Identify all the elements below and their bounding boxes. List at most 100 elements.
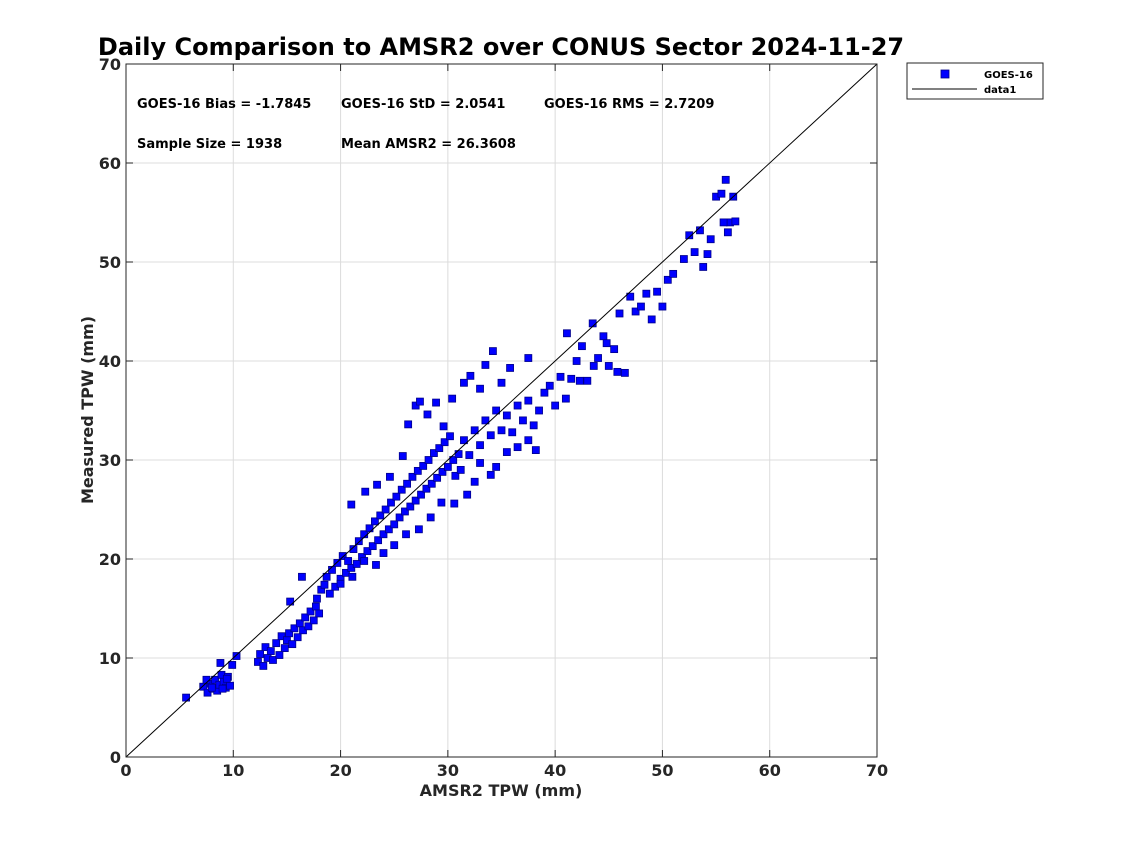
chart-title: Daily Comparison to AMSR2 over CONUS Sec…: [98, 33, 904, 61]
data-point: [460, 378, 468, 387]
data-point: [575, 376, 584, 385]
data-point: [451, 471, 460, 480]
data-point: [417, 490, 425, 499]
data-point: [626, 292, 635, 301]
data-point: [583, 376, 592, 385]
data-point: [460, 436, 468, 445]
data-point: [690, 248, 699, 257]
data-point: [642, 289, 651, 298]
data-point: [486, 470, 495, 479]
data-point: [266, 647, 275, 655]
data-point: [254, 658, 262, 666]
y-tick-label: 70: [99, 55, 121, 74]
data-point: [492, 463, 501, 471]
data-point: [706, 235, 715, 244]
data-point: [450, 499, 459, 508]
data-point: [466, 371, 475, 380]
data-point: [492, 406, 501, 415]
data-point: [374, 536, 383, 545]
data-point: [446, 432, 454, 441]
data-point: [486, 431, 495, 440]
data-point: [703, 250, 712, 258]
data-point: [481, 416, 490, 425]
data-point: [502, 448, 511, 456]
data-point: [392, 492, 401, 501]
grid-lines: [126, 64, 877, 757]
y-tick-label: 10: [99, 649, 121, 668]
data-point: [376, 511, 385, 520]
reference-line-data1: [125, 63, 878, 758]
data-point: [299, 626, 307, 635]
data-point: [589, 362, 598, 370]
data-point: [637, 302, 645, 311]
data-point: [731, 217, 740, 226]
legend-box: [906, 62, 1044, 100]
data-point: [309, 616, 318, 625]
data-point: [365, 524, 374, 533]
data-point: [390, 520, 399, 529]
x-tick-label: 50: [651, 761, 673, 780]
data-point: [333, 559, 342, 567]
data-point: [663, 275, 672, 284]
data-point: [422, 484, 431, 493]
y-tick-label: 50: [99, 253, 121, 272]
data-point: [272, 639, 281, 648]
data-point: [432, 398, 440, 407]
data-point: [390, 541, 399, 550]
data-point: [430, 449, 438, 457]
data-point: [653, 287, 661, 296]
data-point: [354, 537, 363, 546]
data-point: [182, 693, 190, 702]
data-point: [384, 525, 393, 534]
data-point: [360, 557, 369, 565]
data-point: [372, 561, 380, 569]
data-point: [470, 477, 479, 486]
data-point: [408, 472, 417, 481]
data-point: [524, 354, 533, 362]
data-point: [311, 602, 320, 611]
data-point: [699, 263, 708, 271]
data-point: [631, 307, 640, 316]
data-point: [535, 406, 543, 415]
data-point: [347, 564, 356, 572]
data-point: [476, 441, 484, 450]
data-point: [602, 339, 611, 348]
data-point: [647, 315, 656, 324]
data-point: [222, 674, 231, 683]
data-point: [551, 401, 560, 410]
data-point: [322, 572, 331, 581]
x-axis-label: AMSR2 TPW (mm): [420, 781, 583, 800]
data-point: [320, 580, 329, 589]
y-tick-label: 60: [99, 154, 121, 173]
data-point: [277, 632, 286, 641]
data-point: [259, 662, 268, 670]
data-point: [599, 332, 608, 341]
x-tick-label: 40: [544, 761, 566, 780]
data-point: [387, 498, 395, 507]
data-point: [306, 607, 315, 616]
data-point: [352, 560, 361, 568]
data-point: [470, 426, 479, 435]
data-point: [347, 500, 356, 509]
data-point: [342, 568, 350, 577]
data-point: [561, 394, 570, 403]
data-point: [228, 661, 237, 669]
data-point: [424, 456, 433, 464]
data-point: [211, 675, 219, 684]
data-point: [531, 446, 540, 455]
data-point: [403, 479, 411, 488]
data-point: [315, 609, 324, 618]
legend-entry-data1: data1: [984, 85, 1016, 96]
data-point: [476, 459, 484, 467]
data-point: [578, 342, 586, 351]
data-point: [723, 228, 732, 237]
y-tick-label: 40: [99, 352, 121, 371]
data-point: [414, 525, 423, 534]
data-point: [449, 456, 458, 464]
data-point: [338, 552, 347, 560]
data-point: [371, 517, 379, 526]
data-point: [594, 354, 602, 362]
x-tick-label: 20: [329, 761, 351, 780]
data-point: [207, 683, 216, 692]
